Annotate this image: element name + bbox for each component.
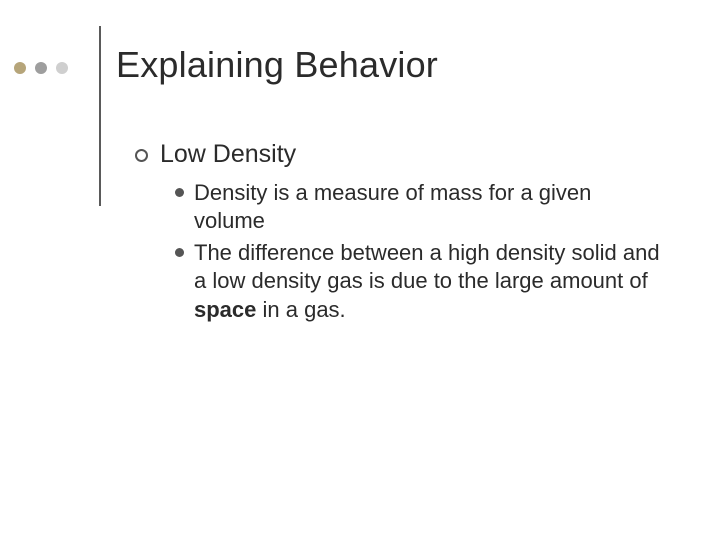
list-item: The difference between a high density so…	[175, 239, 665, 323]
bullet-list: Density is a measure of mass for a given…	[175, 179, 665, 324]
decor-dot-2	[35, 62, 47, 74]
decor-dots	[14, 62, 68, 74]
subheading-row: Low Density	[135, 140, 665, 169]
bullet-2-bold: space	[194, 297, 256, 322]
bullet-text-2: The difference between a high density so…	[194, 239, 665, 323]
bullet-2-suffix: in a gas.	[256, 297, 345, 322]
bullet-dot-icon	[175, 248, 184, 257]
slide: Explaining Behavior Low Density Density …	[0, 0, 720, 540]
bullet-2-prefix: The difference between a high density so…	[194, 240, 660, 293]
vertical-divider	[99, 26, 101, 206]
ring-bullet-icon	[135, 149, 148, 162]
list-item: Density is a measure of mass for a given…	[175, 179, 665, 235]
page-title: Explaining Behavior	[116, 44, 438, 86]
decor-dot-1	[14, 62, 26, 74]
bullet-text-1: Density is a measure of mass for a given…	[194, 179, 665, 235]
decor-dot-3	[56, 62, 68, 74]
bullet-dot-icon	[175, 188, 184, 197]
content-area: Low Density Density is a measure of mass…	[135, 140, 665, 328]
subheading-text: Low Density	[160, 140, 296, 169]
